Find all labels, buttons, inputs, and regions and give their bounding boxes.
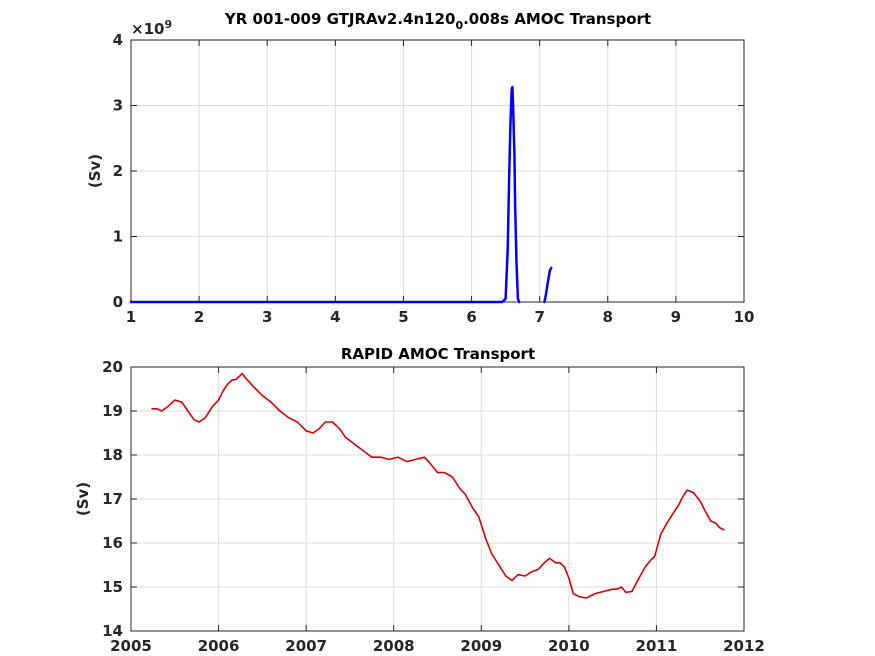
top-x-tick-label: 6: [466, 308, 476, 326]
bottom-y-axis-label: (Sv): [74, 482, 92, 516]
top-y-tick-label: 3: [113, 97, 123, 115]
chart-bottom-panel: 2005 2006 2007 2008 2009 2010 2011 2012 14 15 16 17…: [74, 345, 765, 655]
bottom-y-tick-label: 18: [102, 446, 123, 464]
top-x-tick-label: 9: [671, 308, 681, 326]
top-series-line-0: [129, 85, 521, 304]
bottom-series-line-0: [151, 372, 725, 599]
top-y-tick-label: 1: [113, 228, 123, 246]
top-y-axis-label: (Sv): [86, 154, 104, 188]
bottom-y-tick-label: 16: [102, 534, 123, 552]
bottom-y-tick-label: 17: [102, 490, 123, 508]
bottom-x-tick-label: 2005: [110, 637, 152, 655]
top-x-tick-label: 8: [603, 308, 613, 326]
top-series: [129, 85, 553, 304]
top-chart-title: YR 001-009 GTJRAv2.4n1200.008s AMOC Tran…: [224, 10, 651, 32]
top-x-tick-label: 7: [534, 308, 544, 326]
bottom-x-tick-label: 2010: [548, 637, 590, 655]
top-y-tick-label: 0: [113, 293, 123, 311]
bottom-x-tick-label: 2011: [636, 637, 678, 655]
bottom-ticks: 2005 2006 2007 2008 2009 2010 2011 2012 14 15 16 17…: [102, 358, 765, 655]
bottom-chart-title: RAPID AMOC Transport: [341, 345, 535, 363]
bottom-x-tick-label: 2009: [460, 637, 502, 655]
top-series-line-1: [543, 266, 553, 304]
bottom-y-tick-label: 19: [102, 402, 123, 420]
top-y-tick-label: 2: [113, 162, 123, 180]
top-exponent-label: ×109: [131, 18, 172, 38]
top-x-tick-label: 4: [330, 308, 340, 326]
top-x-tick-label: 10: [734, 308, 755, 326]
top-x-tick-label: 3: [262, 308, 272, 326]
top-x-tick-label: 2: [194, 308, 204, 326]
top-y-tick-label: 4: [113, 31, 123, 49]
bottom-y-tick-label: 15: [102, 578, 123, 596]
top-x-tick-label: 5: [398, 308, 408, 326]
bottom-series: [151, 372, 725, 599]
bottom-y-tick-label: 14: [102, 622, 123, 640]
bottom-x-tick-label: 2007: [285, 637, 327, 655]
bottom-y-tick-label: 20: [102, 358, 123, 376]
bottom-x-tick-label: 2012: [723, 637, 765, 655]
top-x-tick-label: 1: [126, 308, 136, 326]
bottom-x-tick-label: 2008: [373, 637, 415, 655]
bottom-x-tick-label: 2006: [198, 637, 240, 655]
